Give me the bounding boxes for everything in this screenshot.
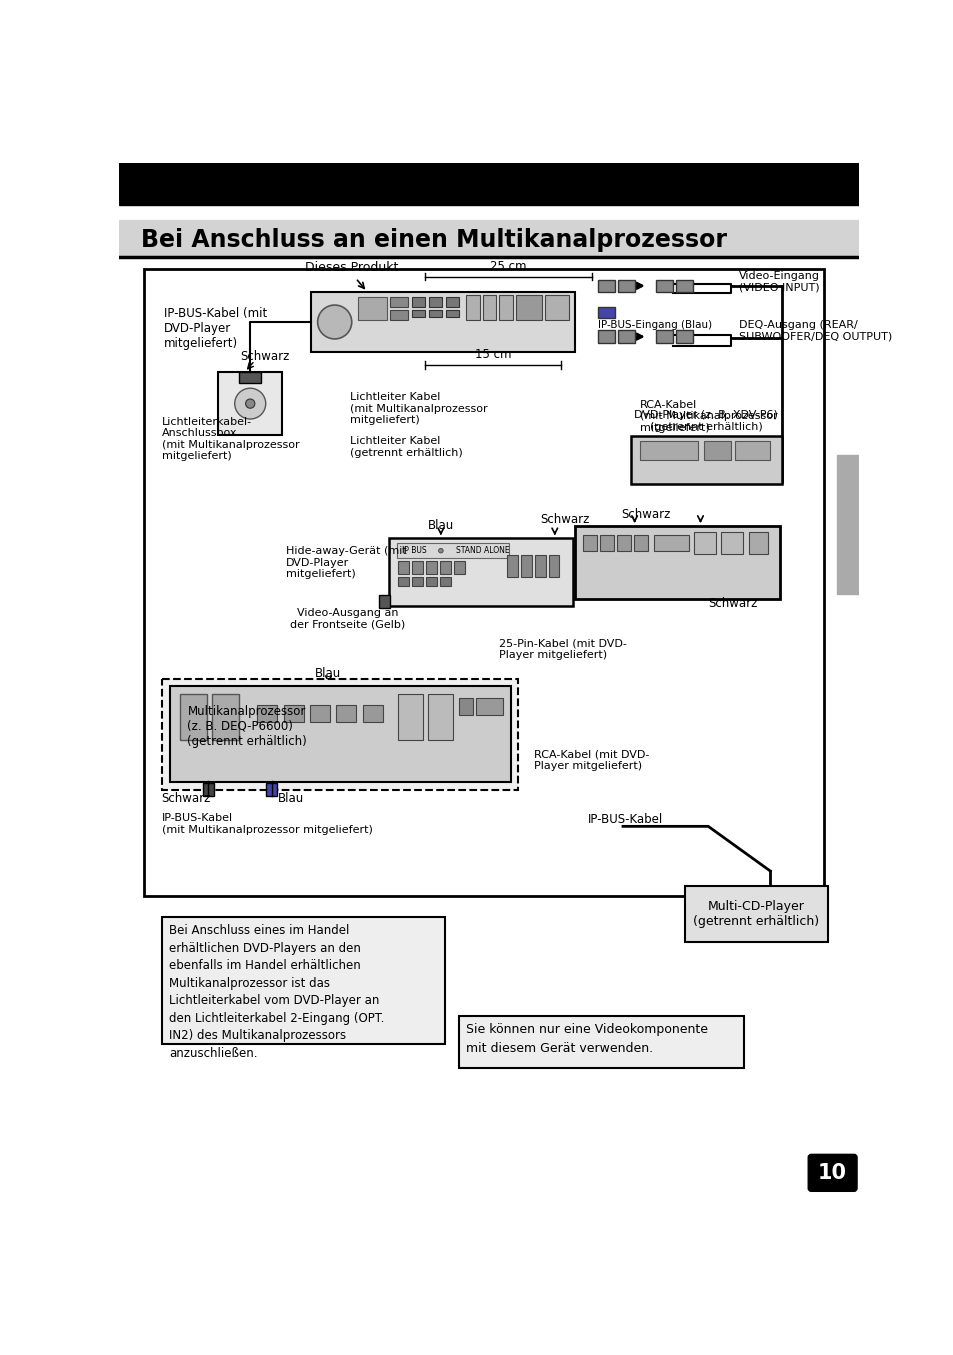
Bar [703,442,731,459]
Bar [266,783,277,797]
Bar [748,533,767,554]
Bar [656,331,673,343]
Bar [162,679,517,790]
Bar [397,561,409,573]
Bar [599,534,613,551]
Bar [465,295,479,320]
Bar [378,595,390,607]
Bar [575,526,780,599]
Bar [598,308,615,318]
Bar [506,556,517,577]
Bar [598,279,615,291]
Bar [520,556,531,577]
Text: Schwarz: Schwarz [161,793,211,805]
Bar [656,279,673,291]
Text: Dieses Produkt: Dieses Produkt [305,262,398,274]
Bar [694,533,716,554]
Bar [454,561,464,573]
Text: IP-BUS-Kabel: IP-BUS-Kabel [587,813,662,827]
Bar [446,310,458,317]
Text: IP BUS: IP BUS [402,546,426,556]
Circle shape [317,305,352,339]
Bar [397,577,409,587]
Bar [483,295,496,320]
Text: STAND ALONE: STAND ALONE [456,546,510,556]
Bar [675,331,692,343]
Bar [446,297,458,306]
Text: Lichtleiter Kabel
(getrennt erhältlich): Lichtleiter Kabel (getrennt erhältlich) [350,436,462,458]
Bar [548,556,558,577]
Text: IP-BUS-Eingang (Blau): IP-BUS-Eingang (Blau) [598,320,712,329]
FancyBboxPatch shape [807,1154,856,1191]
Text: IP-BUS-Kabel
(mit Multikanalprozessor mitgeliefert): IP-BUS-Kabel (mit Multikanalprozessor mi… [162,813,373,835]
Bar [239,373,261,383]
Bar [119,221,858,257]
Bar [654,534,688,551]
Bar [203,783,213,797]
Bar [119,163,858,205]
Bar [397,694,422,740]
Bar [630,436,781,484]
Bar [633,534,647,551]
Bar [439,577,451,587]
Bar [335,706,356,722]
Circle shape [234,389,266,419]
Circle shape [438,549,443,553]
Text: Bei Anschluss an einen Multikanalprozessor: Bei Anschluss an einen Multikanalprozess… [141,229,726,252]
Text: Multi-CD-Player
(getrennt erhältlich): Multi-CD-Player (getrennt erhältlich) [693,900,819,928]
Bar [684,886,827,942]
Text: RCA-Kabel (mit DVD-
Player mitgeliefert): RCA-Kabel (mit DVD- Player mitgeliefert) [534,749,649,771]
Text: 15 cm: 15 cm [474,348,511,362]
Bar [498,295,513,320]
Bar [283,706,303,722]
Text: Hide-away-Gerät (mit
DVD-Player
mitgeliefert): Hide-away-Gerät (mit DVD-Player mitgelie… [286,546,406,579]
Bar [170,686,510,782]
Bar [412,310,424,317]
Text: IP-BUS-Kabel (mit
DVD-Player
mitgeliefert): IP-BUS-Kabel (mit DVD-Player mitgeliefer… [164,308,267,351]
Bar [458,1016,743,1068]
Bar [389,538,573,606]
Bar [618,331,635,343]
Circle shape [245,398,254,408]
Bar [412,577,422,587]
Text: Sie können nur eine Videokomponente
mit diesem Gerät verwenden.: Sie können nur eine Videokomponente mit … [465,1023,707,1056]
Bar [357,297,387,320]
Bar [427,694,452,740]
Text: Blau: Blau [315,667,341,680]
Bar [429,297,441,306]
Text: Schwarz: Schwarz [539,514,589,526]
Bar [179,694,207,740]
Bar [639,442,698,459]
Bar [516,295,542,320]
Bar [362,706,382,722]
Bar [618,279,635,291]
Text: DVD-Player (z. B. XDV-P6)
(getrennt erhältlich): DVD-Player (z. B. XDV-P6) (getrennt erhä… [634,411,777,432]
Text: Video-Eingang
(VIDEO INPUT): Video-Eingang (VIDEO INPUT) [739,271,820,293]
Bar [675,279,692,291]
Text: RCA-Kabel
(mit Multikanalprozessor
mitgeliefert): RCA-Kabel (mit Multikanalprozessor mitge… [639,400,777,434]
Bar [598,331,615,343]
Text: Schwarz: Schwarz [707,596,757,610]
Bar [310,706,330,722]
Text: Blau: Blau [278,793,304,805]
Text: 10: 10 [817,1163,846,1183]
Text: Lichtleiter Kabel
(mit Multikanalprozessor
mitgeliefert): Lichtleiter Kabel (mit Multikanalprozess… [350,392,487,425]
Bar [582,534,596,551]
Text: Schwarz: Schwarz [621,508,670,522]
Bar [534,556,545,577]
Bar [412,297,424,306]
Bar [429,310,441,317]
Bar [720,533,742,554]
Bar [735,442,769,459]
Text: 25 cm: 25 cm [490,260,526,272]
Bar [458,698,472,714]
Bar [617,534,630,551]
Bar [545,295,568,320]
Text: Schwarz: Schwarz [240,350,290,363]
Bar [144,268,823,897]
Bar [311,291,575,352]
Bar [476,698,502,714]
Text: Bei Anschluss eines im Handel
erhältlichen DVD-Players an den
ebenfalls im Hande: Bei Anschluss eines im Handel erhältlich… [169,924,384,1060]
Bar [162,917,444,1045]
Text: Video-Ausgang an
der Frontseite (Gelb): Video-Ausgang an der Frontseite (Gelb) [290,607,405,629]
